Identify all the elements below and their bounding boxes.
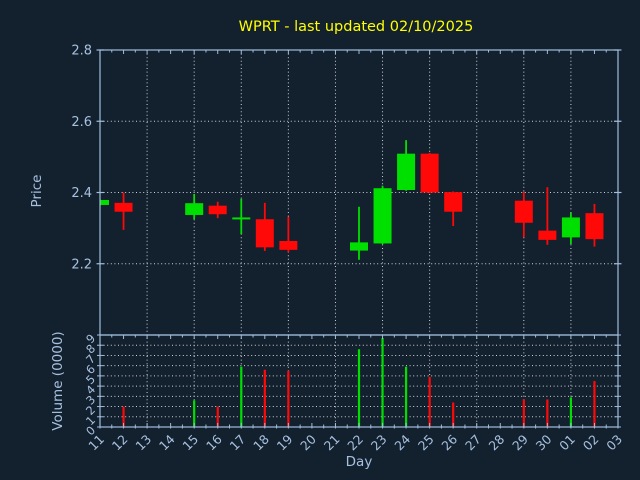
candle-body-16 <box>208 205 227 215</box>
candle-body-02 <box>585 213 604 240</box>
x-tick-label: 28 <box>486 431 508 453</box>
candle-body-18 <box>255 219 274 248</box>
x-tick-label: 17 <box>227 432 249 454</box>
x-tick-label: 12 <box>109 432 131 454</box>
x-tick-label: 19 <box>274 431 296 453</box>
candle-body-30 <box>538 230 557 240</box>
candle-body-12 <box>114 202 133 212</box>
x-tick-label: 22 <box>344 432 366 454</box>
x-tick-label: 25 <box>415 432 437 454</box>
x-tick-label: 15 <box>179 432 201 454</box>
x-tick-label: 18 <box>250 431 272 453</box>
candle-body-11 <box>100 199 109 205</box>
candle-body-29 <box>514 200 533 223</box>
volume-axis-label: Volume (0000) <box>50 331 66 431</box>
candle-body-26 <box>444 192 463 212</box>
x-tick-label: 01 <box>556 432 578 454</box>
price-tick-label: 2.2 <box>71 257 92 272</box>
price-tick-label: 2.8 <box>71 44 92 59</box>
x-tick-label: 13 <box>132 432 154 454</box>
candle-body-15 <box>185 203 204 215</box>
candle-body-23 <box>373 188 392 244</box>
x-tick-label: 02 <box>580 432 602 454</box>
candle-body-17 <box>232 217 251 220</box>
data-layer <box>100 140 604 427</box>
candle-body-24 <box>397 153 416 191</box>
x-tick-label: 24 <box>391 431 413 453</box>
x-axis-label: Day <box>345 454 373 470</box>
x-tick-label: 27 <box>462 432 484 454</box>
x-tick-label: 20 <box>297 431 319 453</box>
candle-body-25 <box>420 153 439 193</box>
chart-title: WPRT - last updated 02/10/2025 <box>238 19 474 35</box>
candle-body-01 <box>561 217 580 238</box>
x-tick-label: 26 <box>438 431 460 453</box>
price-tick-label: 2.6 <box>71 115 92 130</box>
price-tick-label: 2.4 <box>71 186 92 201</box>
price-axes-box <box>99 49 619 336</box>
candle-body-22 <box>350 242 368 251</box>
x-tick-label: 03 <box>603 432 625 454</box>
x-tick-label: 16 <box>203 431 225 453</box>
candle-body-19 <box>279 240 298 250</box>
x-tick-label: 14 <box>156 431 178 453</box>
x-tick-label: 21 <box>321 432 343 454</box>
x-tick-label: 30 <box>533 431 555 453</box>
x-tick-label: 29 <box>509 431 531 453</box>
price-axis-label: Price <box>29 174 45 208</box>
x-tick-label: 23 <box>368 432 390 454</box>
